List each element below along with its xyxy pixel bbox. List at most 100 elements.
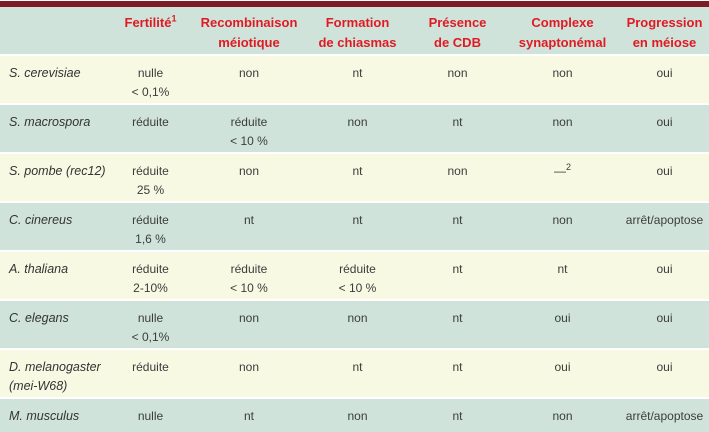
- cell-presence-cdb: nt: [410, 301, 505, 350]
- cell-line: non: [347, 409, 368, 423]
- cell-presence-cdb: nt: [410, 105, 505, 154]
- cell-fertilite: réduite: [108, 105, 193, 154]
- top-rule: [0, 1, 709, 7]
- table-row: C. elegans nulle < 0,1% non non nt oui oui: [0, 301, 709, 350]
- cell-line: oui: [554, 311, 571, 325]
- cell-complexe-synaptonemal: oui: [505, 301, 620, 350]
- cell-line: nt: [452, 115, 463, 129]
- cell-line: Formation: [325, 15, 390, 30]
- cell-recombinaison-meiotique: non: [193, 301, 305, 350]
- cell-line: Fertilité1: [124, 13, 177, 30]
- cell-line: Complexe: [531, 15, 594, 30]
- table-row: D. melanogaster (mei-W68) réduite non nt nt ou…: [0, 350, 709, 399]
- cell-line: < 10 %: [230, 134, 268, 148]
- cell-formation-chiasmas: non: [305, 105, 410, 154]
- header-row: Fertilité1 Recombinaison méiotique Formatio…: [0, 7, 709, 56]
- cell-fertilite: nulle: [108, 399, 193, 432]
- cell-progression-meiose: oui: [620, 56, 709, 105]
- cell-line: D. melanogaster: [9, 360, 101, 374]
- cell-line: arrêt/apoptose: [625, 213, 704, 227]
- species-name: C. elegans: [0, 301, 108, 350]
- cell-line: méiotique: [218, 35, 280, 50]
- cell-progression-meiose: oui: [620, 154, 709, 203]
- cell-formation-chiasmas: nt: [305, 203, 410, 252]
- cell-progression-meiose: oui: [620, 252, 709, 301]
- column-header-recombinaison-meiotique: Recombinaison méiotique: [193, 7, 305, 56]
- cell-fertilite: réduite: [108, 350, 193, 399]
- cell-line: réduite: [132, 360, 169, 374]
- cell-line: 1,6 %: [135, 232, 166, 246]
- cell-line: oui: [656, 360, 673, 374]
- cell-line: nulle: [137, 409, 164, 423]
- cell-line: oui: [656, 115, 673, 129]
- cell-line: A. thaliana: [9, 262, 69, 276]
- cell-line: nt: [452, 262, 463, 276]
- cell-line: < 10 %: [338, 281, 377, 295]
- species-name: A. thaliana: [0, 252, 108, 301]
- table-row: C. cinereus réduite 1,6 % nt nt nt non arrêt/ap…: [0, 203, 709, 252]
- cell-line: nt: [352, 360, 363, 374]
- column-header-species: [0, 7, 108, 56]
- cell-line: nulle: [137, 311, 164, 325]
- cell-formation-chiasmas: non: [305, 399, 410, 432]
- species-name: S. macrospora: [0, 105, 108, 154]
- cell-line: réduite: [230, 115, 268, 129]
- cell-line: nt: [352, 213, 363, 227]
- cell-presence-cdb: non: [410, 154, 505, 203]
- cell-presence-cdb: nt: [410, 252, 505, 301]
- species-name: C. cinereus: [0, 203, 108, 252]
- cell-line: oui: [656, 164, 673, 178]
- column-header-complexe-synaptonemal: Complexe synaptonémal: [505, 7, 620, 56]
- species-name: M. musculus: [0, 399, 108, 432]
- cell-progression-meiose: oui: [620, 350, 709, 399]
- column-header-presence-cdb: Présence de CDB: [410, 7, 505, 56]
- cell-line: nt: [243, 409, 254, 423]
- cell-complexe-synaptonemal: —2: [505, 154, 620, 203]
- cell-formation-chiasmas: nt: [305, 154, 410, 203]
- cell-line: non: [447, 164, 468, 178]
- cell-line: non: [552, 115, 573, 129]
- cell-line: synaptonémal: [518, 35, 607, 50]
- cell-line: < 10 %: [230, 281, 268, 295]
- cell-presence-cdb: nt: [410, 350, 505, 399]
- cell-complexe-synaptonemal: oui: [505, 350, 620, 399]
- superscript-note: 1: [171, 13, 177, 24]
- cell-recombinaison-meiotique: nt: [193, 203, 305, 252]
- cell-presence-cdb: nt: [410, 399, 505, 432]
- cell-progression-meiose: oui: [620, 105, 709, 154]
- cell-line: nt: [352, 164, 363, 178]
- cell-line: 25 %: [136, 183, 165, 197]
- cell-line: (mei-W68): [9, 379, 68, 393]
- cell-progression-meiose: arrêt/apoptose: [620, 399, 709, 432]
- cell-line: Présence: [428, 15, 487, 30]
- cell-recombinaison-meiotique: non: [193, 56, 305, 105]
- cell-fertilite: réduite 1,6 %: [108, 203, 193, 252]
- cell-complexe-synaptonemal: non: [505, 399, 620, 432]
- cell-line: non: [447, 66, 468, 80]
- cell-line: non: [552, 409, 573, 423]
- cell-line: S. pombe (rec12): [9, 164, 106, 178]
- cell-line: réduite: [132, 213, 169, 227]
- cell-line: oui: [554, 360, 571, 374]
- cell-line: non: [238, 164, 260, 178]
- cell-line: non: [552, 213, 573, 227]
- cell-fertilite: réduite 25 %: [108, 154, 193, 203]
- cell-line: non: [238, 360, 260, 374]
- cell-line: de CDB: [434, 35, 481, 50]
- column-header-formation-chiasmas: Formation de chiasmas: [305, 7, 410, 56]
- cell-formation-chiasmas: réduite < 10 %: [305, 252, 410, 301]
- cell-line: nulle: [137, 66, 164, 80]
- cell-fertilite: nulle < 0,1%: [108, 301, 193, 350]
- cell-recombinaison-meiotique: non: [193, 350, 305, 399]
- cell-line: nt: [352, 66, 363, 80]
- cell-line: de chiasmas: [318, 35, 397, 50]
- cell-recombinaison-meiotique: non: [193, 154, 305, 203]
- cell-line: C. elegans: [9, 311, 69, 325]
- cell-line: nt: [452, 360, 463, 374]
- cell-fertilite: nulle < 0,1%: [108, 56, 193, 105]
- cell-line: 2-10%: [133, 281, 168, 295]
- table-row: S. pombe (rec12) réduite 25 % non nt non —2 oui: [0, 154, 709, 203]
- data-table: Fertilité1 Recombinaison méiotique Formatio…: [0, 7, 709, 432]
- cell-line: non: [347, 311, 368, 325]
